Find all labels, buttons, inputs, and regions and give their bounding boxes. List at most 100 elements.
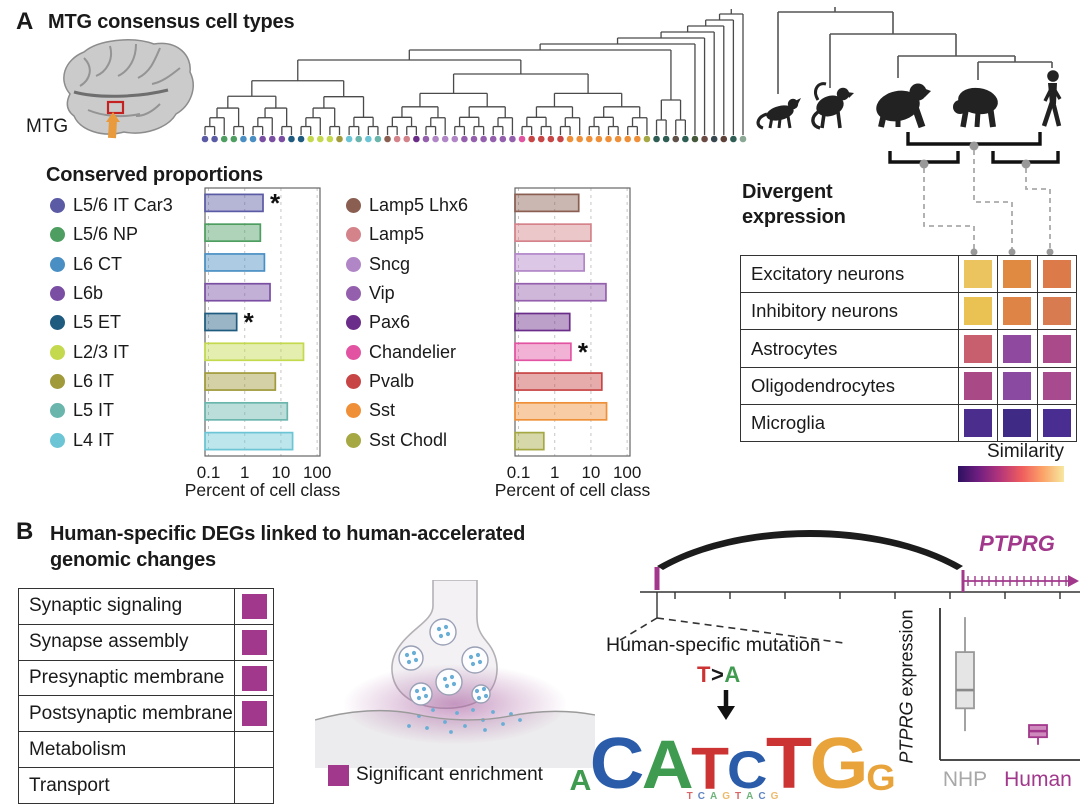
heatmap-cell [959, 367, 999, 404]
similarity-gradient [958, 466, 1064, 482]
go-term-label: Postsynaptic membrane [19, 696, 235, 732]
legend-dot [346, 373, 361, 389]
enrichment-glow [343, 664, 567, 744]
heatmap-cell [998, 256, 1038, 293]
legend-item-Vip: Vip [346, 279, 468, 308]
box-NHP [955, 617, 975, 732]
significance-asterisk: * [270, 188, 281, 218]
heatmap-cell [1038, 368, 1076, 404]
logo-minor-letter: G [770, 791, 779, 802]
postsynaptic-membrane-line [315, 709, 595, 721]
legend-dot [50, 432, 65, 448]
heatmap-cell [959, 404, 999, 442]
legend-label: Chandelier [369, 341, 457, 362]
heatmap-cell [998, 330, 1038, 367]
heatmap-row-label: Microglia [741, 404, 959, 442]
heatmap-cell [959, 256, 999, 293]
synapse-illustration [315, 580, 595, 768]
heatmap-row-Oligodendrocytes: Oligodendrocytes [741, 367, 1076, 405]
legend-item-L5 IT: L5 IT [50, 396, 173, 425]
mutation-from: T [697, 662, 711, 687]
logo-letter-G: G [809, 723, 869, 804]
bar-Sncg [514, 253, 586, 272]
human-icon [1041, 70, 1062, 127]
go-enrichment-table: Synaptic signaling Synapse assembly Presyn… [18, 588, 274, 804]
heatmap-swatch [1003, 260, 1032, 289]
logo-letter-T: T [765, 723, 812, 804]
mutation-label: Human-specific mutation [606, 634, 821, 656]
significance-asterisk: * [244, 307, 255, 337]
bar-L5 ET [204, 312, 238, 332]
heatmap-swatch [963, 334, 992, 363]
x-tick-label: 0.1 [507, 463, 531, 482]
heatmap-swatch [963, 408, 992, 437]
logo-letter-G: G [866, 756, 896, 798]
excitatory-legend: L5/6 IT Car3 L5/6 NP L6 CT L6b L5 ET L2/3 IT L… [50, 191, 173, 455]
logo-minor-letter: C [758, 791, 766, 802]
legend-item-Lamp5: Lamp5 [346, 220, 468, 249]
legend-item-Sst: Sst [346, 396, 468, 425]
species-tree-branches [777, 7, 1053, 94]
species-silhouettes [756, 70, 1062, 130]
boxplot-category-Human: Human [1004, 768, 1072, 791]
heatmap-row-Microglia: Microglia [741, 404, 1076, 442]
dendrogram-leaf-dots [201, 135, 747, 143]
go-row-Presynaptic membrane: Presynaptic membrane [19, 660, 273, 697]
legend-label: Lamp5 Lhx6 [369, 195, 469, 216]
legend-dot [346, 256, 361, 272]
x-tick-label: 1 [240, 463, 249, 482]
gene-locus-diagram: PTPRG [616, 530, 1080, 644]
heatmap-swatch [1042, 260, 1071, 289]
significant-enrichment-swatch [328, 764, 349, 786]
column-nodes [970, 248, 1054, 255]
legend-label: Sst Chodl [369, 429, 448, 450]
heatmap-cell [1038, 256, 1076, 292]
bar-L6 IT [204, 372, 277, 391]
legend-label: L5 ET [73, 312, 122, 333]
logo-minor-letter: T [735, 791, 742, 802]
legend-item-Pax6: Pax6 [346, 308, 468, 337]
legend-label: L6 CT [73, 253, 123, 274]
bar-L2/3 IT [204, 342, 305, 362]
x-tick-label: 10 [581, 463, 600, 482]
heatmap-swatch [1003, 371, 1032, 400]
brain-icon [63, 39, 194, 139]
bar-Sst Chodl [514, 431, 545, 451]
heatmap-row-Astrocytes: Astrocytes [741, 330, 1076, 368]
legend-dot [346, 432, 361, 448]
x-tick-label: 100 [303, 463, 331, 482]
panel-a-letter: A [16, 8, 34, 35]
go-significance-cell [235, 625, 273, 660]
boxplot-category-NHP: NHP [943, 768, 987, 791]
heatmap-swatch [963, 371, 992, 400]
mutation-gt: > [710, 662, 725, 687]
box-Human [1028, 724, 1048, 745]
bar-Lamp5 Lhx6 [514, 193, 580, 213]
logo-minor-letter: A [746, 791, 754, 802]
go-row-Synapse assembly: Synapse assembly [19, 624, 273, 661]
go-row-Postsynaptic membrane: Postsynaptic membrane [19, 696, 273, 733]
bar-L6b [204, 282, 271, 302]
interaction-arc [657, 530, 963, 570]
legend-item-L2/3 IT: L2/3 IT [50, 337, 173, 366]
go-significance-cell [235, 589, 273, 624]
legend-label: L5/6 IT Car3 [73, 195, 173, 216]
logo-letter-C: C [727, 741, 768, 801]
significant-swatch [241, 593, 267, 619]
x-tick-label: 100 [613, 463, 641, 482]
legend-dot [346, 227, 361, 243]
bar-Pvalb [514, 372, 603, 391]
heatmap-cell [998, 367, 1038, 404]
synaptic-vesicles [398, 618, 491, 706]
go-row-Metabolism: Metabolism [19, 732, 273, 769]
heatmap-row-Excitatory neurons: Excitatory neurons [741, 256, 1076, 294]
similarity-heatmap-table: Excitatory neurons Inhibitory neurons Astr… [740, 255, 1077, 442]
legend-label: L6 IT [73, 370, 115, 391]
panel-b-title: Human-specific DEGs linked to human-acce… [50, 523, 526, 571]
mutation-callout-dashes [616, 617, 845, 644]
panel-b-letter: B [16, 518, 34, 545]
legend-item-Lamp5 Lhx6: Lamp5 Lhx6 [346, 191, 468, 220]
legend-item-Sst Chodl: Sst Chodl [346, 425, 468, 454]
